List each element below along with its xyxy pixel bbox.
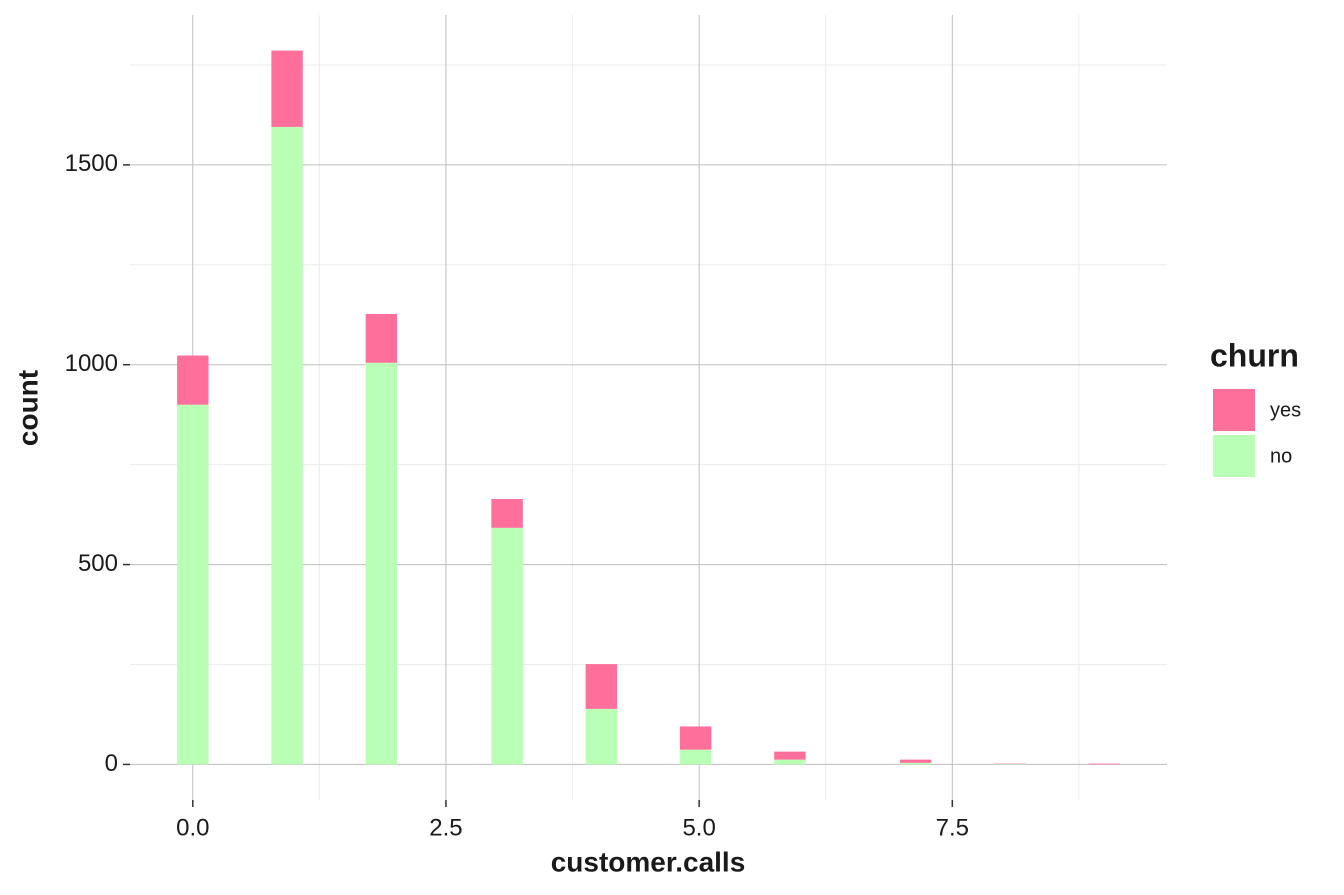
x-tick-label: 0.0 [176,814,209,841]
bar-segment [774,759,806,765]
bar-segment [1088,763,1120,765]
x-tick-label: 2.5 [429,814,462,841]
x-tick-label: 5.0 [682,814,715,841]
x-axis-title: customer.calls [551,846,746,877]
legend-label: yes [1270,399,1301,421]
bar-segment [679,726,712,750]
bar-segment [365,362,398,765]
bar-segment [679,749,712,765]
y-axis-title: count [12,370,43,446]
bar-segment [491,527,523,765]
bar-segment [585,708,618,765]
y-tick-label: 500 [78,550,118,577]
bar-segment [365,313,398,363]
x-tick-label: 7.5 [936,814,969,841]
y-tick-label: 0 [105,750,118,777]
legend-label: no [1270,445,1292,467]
bar-segment [899,759,932,763]
bar-segment [585,664,618,709]
bar-segment [491,499,523,528]
legend-key [1213,435,1255,477]
bar-segment [899,762,932,765]
y-tick-label: 1500 [65,150,118,177]
bar-segment [774,751,806,760]
bar-segment [271,50,303,127]
legend-key [1213,389,1255,431]
bar-segment [177,355,209,405]
bar-segment [177,404,209,765]
y-tick-label: 1000 [65,350,118,377]
legend-title: churn [1210,337,1299,373]
bar-segment [271,126,303,765]
